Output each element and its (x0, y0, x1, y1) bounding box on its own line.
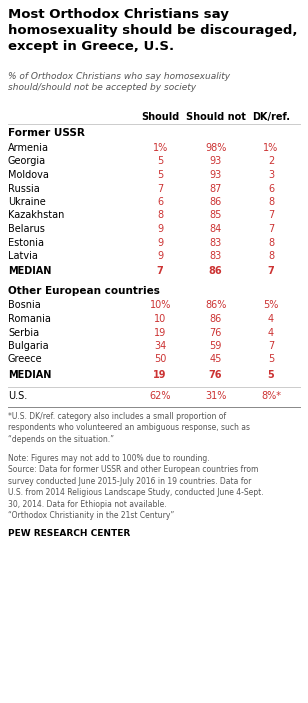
Text: 9: 9 (157, 224, 163, 234)
Text: 5: 5 (157, 157, 163, 167)
Text: 7: 7 (268, 210, 274, 221)
Text: Other European countries: Other European countries (8, 287, 160, 297)
Text: 7: 7 (157, 266, 164, 276)
Text: Bulgaria: Bulgaria (8, 341, 49, 351)
Text: 9: 9 (157, 251, 163, 261)
Text: Serbia: Serbia (8, 328, 39, 337)
Text: Kazakhstan: Kazakhstan (8, 210, 64, 221)
Text: 3: 3 (268, 170, 274, 180)
Text: Most Orthodox Christians say
homosexuality should be discouraged,
except in Gree: Most Orthodox Christians say homosexuali… (8, 8, 298, 53)
Text: 5: 5 (268, 354, 274, 364)
Text: 8: 8 (268, 197, 274, 207)
Text: Armenia: Armenia (8, 143, 49, 153)
Text: 8%*: 8%* (261, 391, 281, 401)
Text: MEDIAN: MEDIAN (8, 370, 51, 380)
Text: 7: 7 (268, 224, 274, 234)
Text: 86%: 86% (205, 300, 226, 311)
Text: Moldova: Moldova (8, 170, 49, 180)
Text: % of Orthodox Christians who say homosexuality
should/should not be accepted by : % of Orthodox Christians who say homosex… (8, 72, 230, 92)
Text: 9: 9 (157, 238, 163, 247)
Text: 84: 84 (209, 224, 222, 234)
Text: 6: 6 (157, 197, 163, 207)
Text: 19: 19 (154, 328, 166, 337)
Text: DK/ref.: DK/ref. (252, 112, 290, 122)
Text: 5%: 5% (263, 300, 279, 311)
Text: 19: 19 (153, 370, 167, 380)
Text: Former USSR: Former USSR (8, 128, 85, 138)
Text: 5: 5 (268, 370, 274, 380)
Text: 2: 2 (268, 157, 274, 167)
Text: 98%: 98% (205, 143, 226, 153)
Text: 76: 76 (209, 370, 222, 380)
Text: MEDIAN: MEDIAN (8, 266, 51, 276)
Text: 4: 4 (268, 328, 274, 337)
Text: 7: 7 (268, 341, 274, 351)
Text: 7: 7 (268, 266, 274, 276)
Text: 83: 83 (209, 251, 222, 261)
Text: 8: 8 (268, 238, 274, 247)
Text: U.S.: U.S. (8, 391, 27, 401)
Text: 59: 59 (209, 341, 222, 351)
Text: 5: 5 (157, 170, 163, 180)
Text: 86: 86 (209, 314, 222, 324)
Text: 8: 8 (268, 251, 274, 261)
Text: Should not: Should not (186, 112, 245, 122)
Text: Ukraine: Ukraine (8, 197, 46, 207)
Text: Belarus: Belarus (8, 224, 45, 234)
Text: 10%: 10% (149, 300, 171, 311)
Text: 50: 50 (154, 354, 166, 364)
Text: Romania: Romania (8, 314, 51, 324)
Text: 93: 93 (209, 170, 222, 180)
Text: 86: 86 (209, 266, 222, 276)
Text: Greece: Greece (8, 354, 43, 364)
Text: 1%: 1% (152, 143, 168, 153)
Text: Bosnia: Bosnia (8, 300, 41, 311)
Text: 34: 34 (154, 341, 166, 351)
Text: 7: 7 (157, 183, 163, 193)
Text: 87: 87 (209, 183, 222, 193)
Text: 8: 8 (157, 210, 163, 221)
Text: 62%: 62% (149, 391, 171, 401)
Text: 45: 45 (209, 354, 222, 364)
Text: Should: Should (141, 112, 179, 122)
Text: Georgia: Georgia (8, 157, 46, 167)
Text: 4: 4 (268, 314, 274, 324)
Text: 85: 85 (209, 210, 222, 221)
Text: 83: 83 (209, 238, 222, 247)
Text: 31%: 31% (205, 391, 226, 401)
Text: 10: 10 (154, 314, 166, 324)
Text: Estonia: Estonia (8, 238, 44, 247)
Text: *U.S. DK/ref. category also includes a small proportion of
respondents who volun: *U.S. DK/ref. category also includes a s… (8, 412, 250, 444)
Text: PEW RESEARCH CENTER: PEW RESEARCH CENTER (8, 529, 130, 538)
Text: Russia: Russia (8, 183, 40, 193)
Text: Note: Figures may not add to 100% due to rounding.
Source: Data for former USSR : Note: Figures may not add to 100% due to… (8, 454, 264, 520)
Text: 6: 6 (268, 183, 274, 193)
Text: 76: 76 (209, 328, 222, 337)
Text: 93: 93 (209, 157, 222, 167)
Text: Latvia: Latvia (8, 251, 38, 261)
Text: 86: 86 (209, 197, 222, 207)
Text: 1%: 1% (263, 143, 279, 153)
